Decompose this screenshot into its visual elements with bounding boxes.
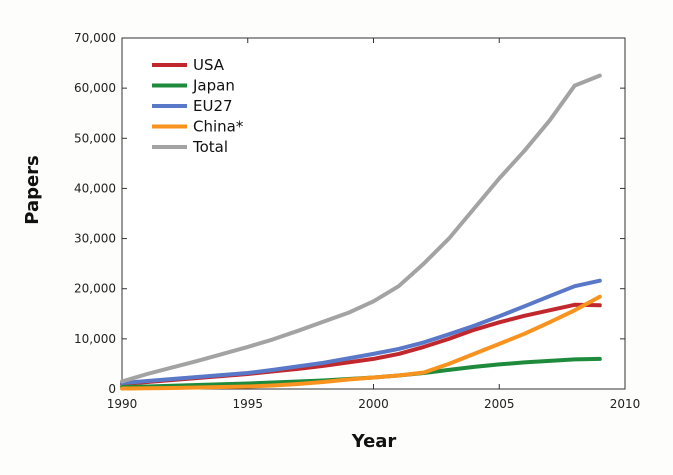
legend-label-japan: Japan <box>192 77 235 95</box>
y-tick-label: 0 <box>108 382 116 396</box>
legend-label-china: China* <box>193 118 244 136</box>
legend-label-total: Total <box>192 138 228 156</box>
x-axis-title: Year <box>351 431 397 452</box>
y-tick-label: 70,000 <box>74 31 116 45</box>
x-tick-label: 1990 <box>107 397 138 411</box>
legend-label-usa: USA <box>193 56 225 74</box>
y-tick-label: 10,000 <box>74 332 116 346</box>
x-tick-label: 2000 <box>358 397 389 411</box>
y-tick-label: 50,000 <box>74 131 116 145</box>
y-tick-label: 30,000 <box>74 232 116 246</box>
y-tick-label: 40,000 <box>74 181 116 195</box>
legend-label-eu27: EU27 <box>193 97 233 115</box>
y-tick-label: 60,000 <box>74 81 116 95</box>
x-tick-label: 2005 <box>484 397 515 411</box>
x-tick-label: 2010 <box>610 397 641 411</box>
x-tick-label: 1995 <box>232 397 263 411</box>
y-tick-label: 20,000 <box>74 282 116 296</box>
y-axis-title: Papers <box>22 155 43 225</box>
